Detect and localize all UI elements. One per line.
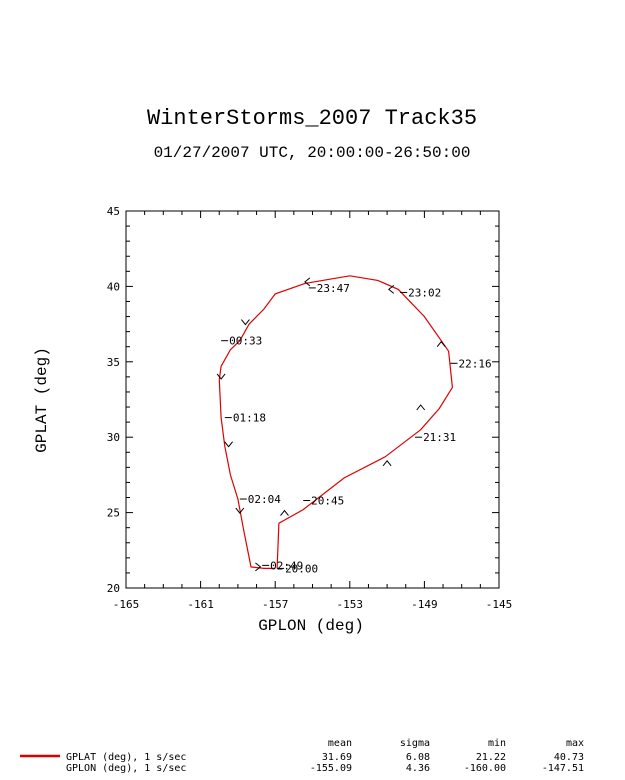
y-tick-label: 40 — [107, 280, 120, 293]
y-tick-label: 25 — [107, 507, 120, 520]
stats-value: 4.36 — [406, 763, 430, 774]
direction-arrow — [241, 319, 250, 326]
time-label: 02:04 — [248, 493, 281, 506]
direction-arrow — [436, 340, 446, 348]
direction-arrow — [216, 373, 226, 380]
y-axis: 20 25 30 35 40 45 — [107, 205, 499, 595]
time-label: 22:16 — [459, 357, 492, 370]
legend-entry: GPLAT (deg), 1 s/sec — [66, 752, 186, 763]
y-tick-label: 35 — [107, 356, 120, 369]
stats-value: -147.51 — [542, 763, 584, 774]
time-label: 00:33 — [229, 335, 262, 348]
direction-arrow — [304, 277, 311, 287]
direction-arrow — [382, 459, 392, 467]
time-label: 23:47 — [317, 282, 350, 295]
direction-arrow — [280, 509, 289, 516]
stats-value: -155.09 — [310, 763, 352, 774]
direction-arrow — [235, 507, 245, 514]
time-label: 21:31 — [423, 431, 456, 444]
direction-arrow — [255, 562, 262, 572]
plot-frame — [125, 210, 500, 589]
stats-header: max — [566, 738, 584, 749]
stats-value: 21.22 — [476, 752, 506, 763]
stats-table: mean sigma min max GPLAT (deg), 1 s/sec 31.69… — [20, 738, 584, 774]
time-label: 01:18 — [233, 412, 266, 425]
time-label: 20:00 — [285, 562, 318, 575]
stats-header: min — [488, 738, 506, 749]
track-layer — [218, 275, 454, 570]
x-axis-label: GPLON (deg) — [258, 617, 364, 635]
time-labels: 20:00 20:45 21:31 22:16 23:02 23:47 00:33 01:18… — [221, 282, 492, 575]
direction-arrows — [216, 277, 446, 572]
time-label: 02:49 — [270, 559, 303, 572]
direction-arrow — [224, 441, 233, 448]
direction-arrow — [387, 285, 395, 294]
stats-value: 6.08 — [406, 752, 430, 763]
x-tick-label: -157 — [262, 598, 289, 611]
chart-subtitle: 01/27/2007 UTC, 20:00:00-26:50:00 — [154, 144, 471, 162]
x-tick-label: -161 — [187, 598, 214, 611]
direction-arrow — [416, 404, 426, 411]
stats-value: 31.69 — [322, 752, 352, 763]
x-axis: -165 -161 -157 -153 -149 -145 — [113, 211, 513, 611]
time-label: 23:02 — [408, 286, 441, 299]
legend-entry: GPLON (deg), 1 s/sec — [66, 763, 186, 774]
y-axis-label: GPLAT (deg) — [33, 347, 51, 453]
y-tick-label: 30 — [107, 431, 120, 444]
stats-value: 40.73 — [554, 752, 584, 763]
x-tick-label: -149 — [411, 598, 438, 611]
track-line — [218, 275, 454, 570]
chart-title: WinterStorms_2007 Track35 — [147, 106, 477, 131]
x-tick-label: -145 — [486, 598, 513, 611]
time-label: 20:45 — [311, 495, 344, 508]
y-tick-label: 45 — [107, 205, 120, 218]
stats-value: -160.00 — [464, 763, 506, 774]
stats-header: sigma — [400, 738, 430, 749]
x-tick-label: -165 — [113, 598, 140, 611]
stats-header: mean — [328, 738, 352, 749]
x-tick-label: -153 — [337, 598, 364, 611]
y-tick-label: 20 — [107, 582, 120, 595]
